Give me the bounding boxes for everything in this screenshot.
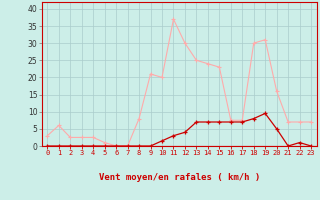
X-axis label: Vent moyen/en rafales ( km/h ): Vent moyen/en rafales ( km/h ) (99, 173, 260, 182)
